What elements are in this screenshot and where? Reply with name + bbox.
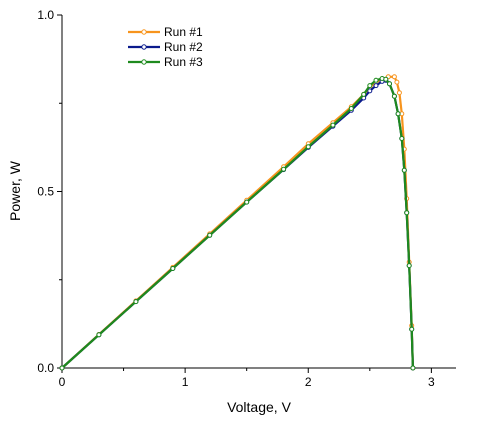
ticks: 0 1 2 3 0.0 0.5 1.0 [37,8,435,389]
data-point [399,136,405,141]
data-point [394,79,400,85]
data-point [406,263,412,269]
data-point [281,166,287,172]
legend-swatch-marker [141,59,147,65]
data-point [373,77,379,83]
y-tick-label: 1.0 [37,8,54,22]
data-point [96,332,102,338]
data-point [391,74,397,80]
data-point [383,76,389,82]
series-line [61,77,414,369]
data-point [361,91,367,97]
series-3 [59,76,416,371]
legend-swatch-marker [141,29,147,35]
legend-label: Run #3 [164,55,203,69]
x-tick-label: 2 [305,375,312,389]
data-point [396,90,402,96]
data-point [395,111,401,117]
data-point [401,167,407,173]
data-point [373,83,379,89]
legend-swatch-marker [141,44,147,50]
series-layer [59,74,416,371]
legend-item: Run #2 [128,40,203,54]
legend-item: Run #3 [128,55,203,69]
legend-label: Run #2 [164,40,203,54]
y-tick-label: 0.5 [37,185,54,199]
series-2 [59,77,416,371]
data-point [367,83,373,89]
legend-label: Run #1 [164,25,203,39]
data-point [244,199,250,205]
legend-item: Run #1 [128,25,203,39]
series-line [61,75,414,369]
x-axis-label: Voltage, V [227,399,291,415]
data-point [170,266,176,271]
data-point [59,365,65,371]
data-point [305,144,311,150]
data-point [330,122,336,128]
y-tick-label: 0.0 [37,361,54,375]
data-point [391,93,397,99]
data-point [409,326,415,332]
data-point [348,106,354,111]
data-point [367,88,373,94]
x-tick-label: 1 [182,375,189,389]
data-point [410,365,416,371]
x-tick-label: 0 [59,375,66,389]
data-point [387,81,392,87]
data-point [404,210,410,216]
series-line [61,79,414,369]
series-1 [59,74,416,371]
y-axis-label: Power, W [7,160,23,221]
data-point [133,299,139,305]
data-point [207,232,213,238]
x-tick-label: 3 [428,375,435,389]
